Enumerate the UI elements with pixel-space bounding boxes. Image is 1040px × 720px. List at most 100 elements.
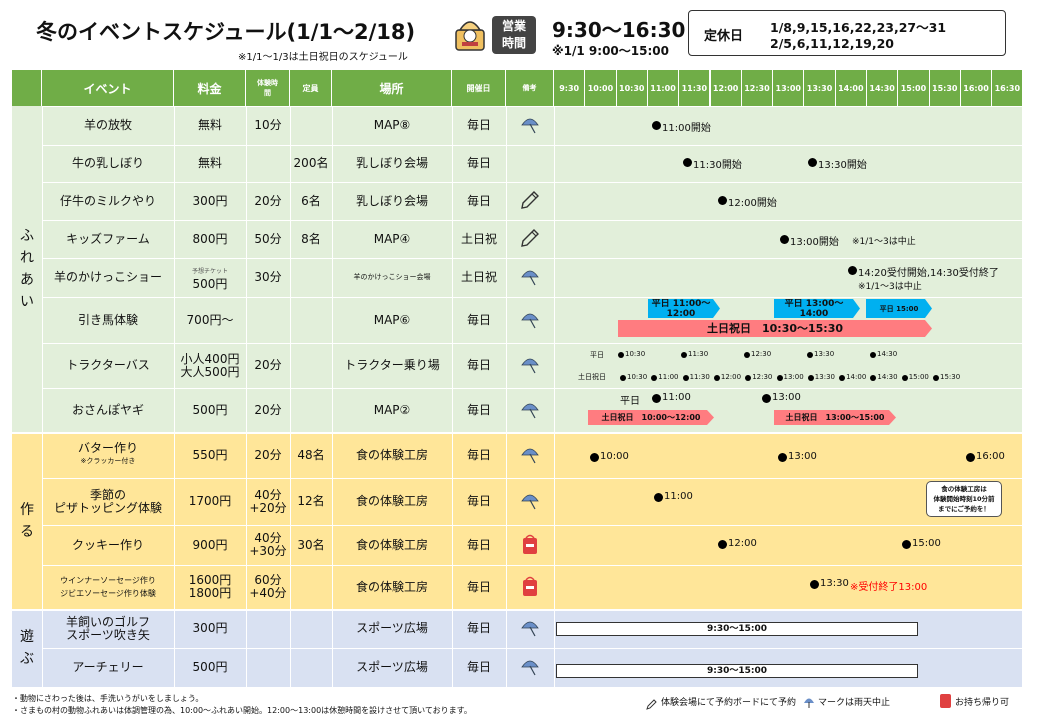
header-time-slot: 9:30 (554, 70, 586, 106)
grid-column-line (42, 106, 43, 687)
place: MAP② (373, 402, 411, 417)
event-name: 羊のかけっこショー (42, 258, 174, 297)
header-time-slot: 11:30 (679, 70, 711, 106)
fee: 無料 (174, 145, 246, 182)
goat-weekend-bar-1: 土日祝日 10:00～12:00 (588, 410, 714, 425)
duration (246, 648, 290, 687)
fee: 500円 (174, 388, 246, 432)
event-name: バター作り ※クラッカー付き (42, 432, 174, 478)
tractor-weekend-label: 土日祝日 (578, 373, 606, 381)
grid-column-line (506, 106, 507, 687)
timeline-dot (901, 375, 908, 381)
grid-column-line (554, 106, 555, 687)
event-days: 土日祝 (460, 231, 497, 246)
fee-line: 700円～ (186, 312, 234, 327)
fee: 300円 (174, 182, 246, 220)
timeline-dot (654, 493, 663, 502)
place: スポーツ広場 (356, 621, 428, 635)
fee-line: 1700円 (188, 494, 232, 508)
fee: 300円 (174, 609, 246, 648)
event-name: トラクターバス (42, 343, 174, 388)
pencil-icon (519, 227, 541, 252)
reservation-note-line: 体験開始時刻10分前 (933, 495, 995, 503)
event-days: 毎日 (466, 579, 491, 594)
fee: 550円 (174, 432, 246, 478)
place: 乳しぼり会場 (355, 193, 428, 208)
tractor-weekend-time: 13:30 (814, 373, 835, 381)
tractor-weekday-time: 12:30 (751, 350, 772, 358)
timeline-dot (718, 540, 727, 549)
timeline-dot (683, 158, 692, 167)
cell-line: 40分 (254, 531, 282, 545)
grid-row-line (42, 106, 1022, 107)
cell-line: 20分 (254, 447, 282, 462)
fee-line: 900円 (192, 537, 228, 552)
timeline-dot (620, 375, 626, 381)
capacity (290, 343, 332, 388)
umbrella-icon (519, 489, 541, 514)
grid-column-line (246, 106, 247, 687)
cell-line: +30分 (249, 544, 287, 558)
fee-line: 無料 (197, 118, 222, 132)
mascot-icon (452, 12, 488, 54)
sausage-note: ※受付終了13:00 (850, 582, 928, 593)
cell-line: 季節の (89, 487, 126, 502)
header-time-slot: 15:00 (898, 70, 930, 106)
note-icon-cell (506, 565, 554, 609)
timeline-dot (902, 540, 911, 549)
capacity (290, 609, 332, 648)
fee-line: 300円 (192, 193, 228, 208)
cell-line: 20分 (254, 402, 282, 417)
cell-line: ウインナーソーセージ作り (60, 576, 156, 585)
group-label-text: 作る (20, 501, 34, 540)
fee-line: 300円 (192, 621, 228, 635)
event-days: 毎日 (466, 494, 491, 508)
timeline-dot (762, 394, 771, 403)
event-days: 毎日 (466, 402, 491, 417)
duration (246, 145, 290, 182)
duration: 20分 (246, 432, 290, 478)
event-name: おさんぽヤギ (42, 388, 174, 432)
header-duration: 体験時間 (246, 70, 290, 106)
fee-line: 1600円 (188, 573, 232, 587)
tractor-weekend-time: 12:00 (720, 373, 742, 381)
capacity: 48名 (297, 447, 325, 462)
header-time-slot: 10:30 (616, 70, 648, 106)
duration: 20分 (246, 388, 290, 432)
event-days: 毎日 (466, 118, 491, 132)
timeline-dot (933, 375, 939, 381)
legend-takeout: お持ち帰り可 (955, 698, 1010, 708)
tractor-weekday-time: 14:30 (877, 350, 898, 358)
pencil-icon (646, 695, 658, 710)
event-days: 土日祝 (460, 270, 497, 284)
note-icon-cell (506, 525, 554, 565)
umbrella-icon (802, 694, 816, 708)
goat-weekday-label: 平日 (620, 396, 640, 407)
tractor-weekend-time: 15:00 (908, 373, 929, 381)
note-icon-cell (506, 478, 554, 525)
goat-weekday-time-1: 11:00 (662, 392, 691, 403)
duration (246, 297, 290, 343)
page-subtitle: ※1/1～1/3は土日祝日のスケジュール (238, 52, 408, 63)
cell-line: 羊のかけっこショー (53, 270, 162, 284)
hours-badge-line2: 時間 (501, 36, 526, 50)
cell-line: ピザトッピング体験 (53, 500, 162, 515)
fee-line: 大人500円 (180, 364, 240, 379)
capacity: 12名 (297, 494, 325, 508)
cell-line: +20分 (249, 500, 287, 515)
header-time-slot: 14:30 (867, 70, 899, 106)
tractor-weekend-time: 14:30 (877, 373, 898, 381)
timeline-dot (810, 580, 819, 589)
fee-note: 予想チケット (191, 267, 228, 275)
duration: 20分 (246, 343, 290, 388)
header-capacity: 定員 (290, 70, 332, 106)
note-icon-cell (506, 258, 554, 297)
cell-line: 50分 (254, 231, 282, 246)
cell-line: 20分 (254, 193, 282, 208)
timeline-dot (713, 375, 720, 381)
horse-weekend-bar: 土日祝日 10:30～15:30 (618, 320, 932, 337)
umbrella-icon (519, 113, 541, 138)
note-icon-cell (506, 297, 554, 343)
timeline-dot (778, 453, 787, 462)
business-hours-note: ※1/1 9:00～15:00 (552, 44, 669, 58)
